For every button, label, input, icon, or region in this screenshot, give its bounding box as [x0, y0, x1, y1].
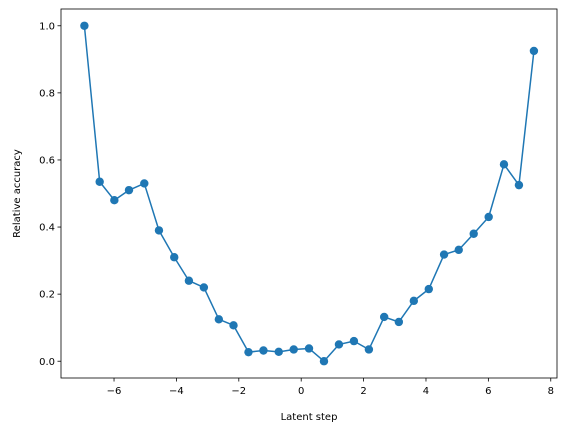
- data-point: [154, 226, 164, 235]
- x-tick-label: −4: [169, 386, 184, 397]
- series-line: [83, 25, 535, 362]
- data-point: [514, 180, 524, 190]
- data-point: [424, 284, 433, 294]
- x-axis-ticks: −6 −4 −2 0 2 4 6 8: [107, 378, 554, 397]
- data-point: [469, 229, 478, 238]
- data-point: [394, 317, 404, 327]
- data-point: [334, 340, 344, 349]
- data-point: [244, 347, 253, 357]
- y-tick-label: 1.0: [39, 21, 55, 32]
- data-point: [274, 347, 283, 357]
- data-point: [95, 177, 104, 186]
- data-point: [319, 357, 329, 366]
- y-axis-label: Relative accuracy: [12, 149, 23, 238]
- data-point: [124, 185, 134, 195]
- x-tick-label: 2: [360, 386, 366, 397]
- x-tick-label: −6: [107, 386, 122, 397]
- x-tick-label: 0: [298, 386, 304, 397]
- y-tick-label: 0.2: [39, 290, 55, 301]
- data-point: [454, 245, 463, 255]
- x-tick-label: 8: [548, 386, 554, 397]
- data-point: [199, 283, 209, 292]
- x-tick-label: 4: [423, 386, 429, 397]
- data-point: [289, 345, 298, 354]
- data-point: [529, 46, 539, 56]
- data-point: [259, 346, 268, 355]
- data-point: [364, 345, 374, 354]
- x-tick-label: −2: [231, 386, 246, 397]
- x-axis-label: Latent step: [281, 412, 338, 423]
- y-tick-label: 0.0: [39, 357, 55, 368]
- y-axis-ticks: 0.0 0.2 0.4 0.6 0.8 1.0: [39, 21, 61, 368]
- y-tick-label: 0.4: [39, 223, 55, 234]
- y-tick-label: 0.8: [39, 88, 55, 99]
- data-point: [110, 196, 119, 205]
- data-point: [484, 212, 493, 222]
- data-point: [80, 21, 89, 30]
- data-point: [170, 253, 179, 262]
- data-point: [184, 276, 194, 285]
- data-point: [229, 321, 238, 330]
- plot-content: [80, 21, 539, 366]
- y-tick-label: 0.6: [39, 156, 55, 167]
- plot-frame: [60, 8, 558, 379]
- data-point: [379, 312, 389, 322]
- data-point: [439, 250, 449, 259]
- x-tick-label: 6: [485, 386, 491, 397]
- data-point: [304, 344, 314, 353]
- data-point: [140, 179, 149, 188]
- data-point: [214, 315, 224, 324]
- data-point: [499, 160, 509, 169]
- data-point: [349, 336, 359, 346]
- data-point: [409, 296, 419, 306]
